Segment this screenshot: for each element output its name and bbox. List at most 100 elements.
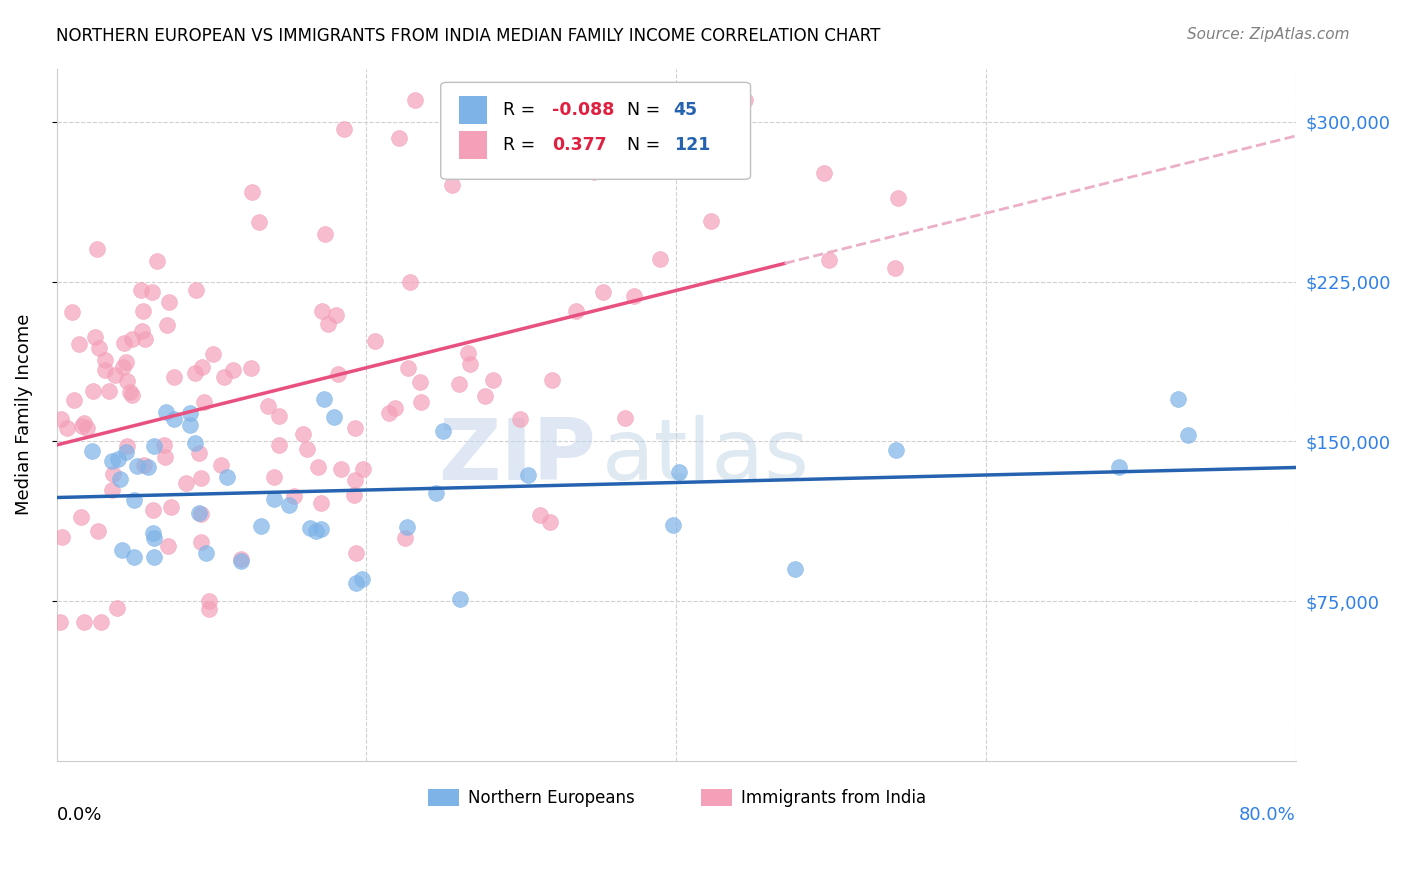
Text: Source: ZipAtlas.com: Source: ZipAtlas.com — [1187, 27, 1350, 42]
Point — [309, 496, 332, 510]
Point — [411, 395, 433, 409]
Point — [108, 472, 131, 486]
Point — [125, 458, 148, 473]
Point — [136, 460, 159, 475]
Point — [387, 130, 409, 145]
Point — [1167, 392, 1189, 406]
Point — [117, 439, 139, 453]
Point — [783, 562, 806, 576]
Point — [343, 488, 366, 502]
Point — [82, 384, 104, 398]
Point — [143, 439, 166, 453]
Point — [87, 524, 110, 538]
Point — [613, 410, 636, 425]
Point — [323, 409, 346, 424]
Point — [1108, 459, 1130, 474]
Point — [83, 330, 105, 344]
Point — [398, 275, 420, 289]
Point — [257, 399, 280, 413]
Text: Immigrants from India: Immigrants from India — [741, 789, 925, 806]
Point — [73, 416, 96, 430]
Point — [112, 335, 135, 350]
Point — [517, 468, 540, 483]
Point — [311, 304, 333, 318]
Point — [509, 412, 531, 426]
Point — [188, 446, 211, 460]
Point — [87, 342, 110, 356]
Point — [105, 600, 128, 615]
Text: -0.088: -0.088 — [553, 101, 614, 119]
Text: 80.0%: 80.0% — [1239, 805, 1296, 824]
Point — [101, 467, 124, 482]
Point — [121, 332, 143, 346]
Point — [352, 572, 374, 586]
Point — [592, 285, 614, 300]
Point — [529, 508, 551, 522]
Point — [60, 305, 83, 319]
Point — [190, 535, 212, 549]
Point — [134, 332, 156, 346]
Point — [179, 407, 201, 421]
Point — [212, 369, 235, 384]
Point — [343, 473, 366, 487]
Point — [143, 550, 166, 565]
Point — [263, 491, 285, 506]
Point — [184, 366, 207, 380]
Point — [190, 507, 212, 521]
Point — [163, 412, 186, 426]
Bar — [429, 789, 460, 805]
Point — [111, 543, 134, 558]
Text: ZIP: ZIP — [437, 415, 596, 498]
Point — [156, 539, 179, 553]
Point — [67, 337, 90, 351]
Point — [93, 352, 115, 367]
Point — [565, 304, 588, 318]
Point — [396, 520, 419, 534]
Point — [267, 438, 290, 452]
Point — [76, 421, 98, 435]
Text: N =: N = — [627, 136, 665, 153]
Point — [813, 165, 835, 179]
Point — [297, 442, 319, 456]
Point — [86, 242, 108, 256]
Point — [343, 421, 366, 435]
Point — [72, 419, 94, 434]
Point — [155, 405, 177, 419]
Text: atlas: atlas — [602, 415, 810, 498]
Point — [883, 261, 905, 276]
Text: N =: N = — [627, 101, 665, 119]
Point — [394, 531, 416, 545]
Text: 45: 45 — [673, 101, 697, 119]
Point — [141, 285, 163, 299]
Point — [131, 324, 153, 338]
Point — [378, 406, 401, 420]
Y-axis label: Median Family Income: Median Family Income — [15, 314, 32, 516]
Point — [142, 525, 165, 540]
Point — [325, 308, 347, 322]
Point — [668, 466, 690, 480]
Point — [209, 458, 232, 473]
Point — [198, 601, 221, 615]
Point — [404, 94, 426, 108]
Point — [56, 421, 79, 435]
Point — [283, 489, 305, 503]
Point — [159, 500, 181, 514]
Point — [267, 409, 290, 423]
Point — [734, 94, 756, 108]
Point — [90, 615, 112, 630]
Point — [104, 368, 127, 382]
Point — [143, 531, 166, 545]
Point — [48, 615, 70, 630]
Point — [142, 503, 165, 517]
Point — [163, 369, 186, 384]
Point — [332, 121, 354, 136]
Point — [363, 334, 385, 349]
Point — [305, 524, 328, 539]
Point — [229, 552, 252, 566]
Point — [309, 523, 332, 537]
Point — [153, 450, 176, 465]
Point — [198, 594, 221, 608]
Point — [409, 375, 432, 389]
Text: R =: R = — [503, 136, 546, 153]
Point — [432, 425, 454, 439]
